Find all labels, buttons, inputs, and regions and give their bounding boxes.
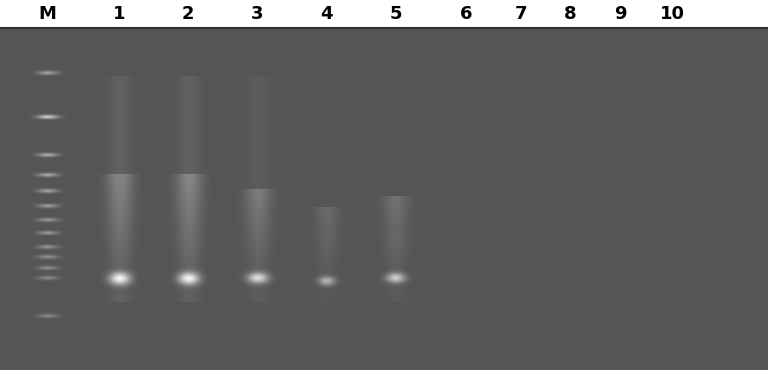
Text: 3: 3 (251, 5, 263, 23)
Text: 7: 7 (515, 5, 527, 23)
Bar (0, 0, 768, 28)
Text: 1: 1 (113, 5, 125, 23)
Text: 10: 10 (660, 5, 684, 23)
Text: 5: 5 (389, 5, 402, 23)
Text: 9: 9 (614, 5, 627, 23)
Text: 4: 4 (320, 5, 333, 23)
Text: 6: 6 (460, 5, 472, 23)
Text: 2: 2 (182, 5, 194, 23)
Text: 8: 8 (564, 5, 576, 23)
Text: M: M (38, 5, 57, 23)
